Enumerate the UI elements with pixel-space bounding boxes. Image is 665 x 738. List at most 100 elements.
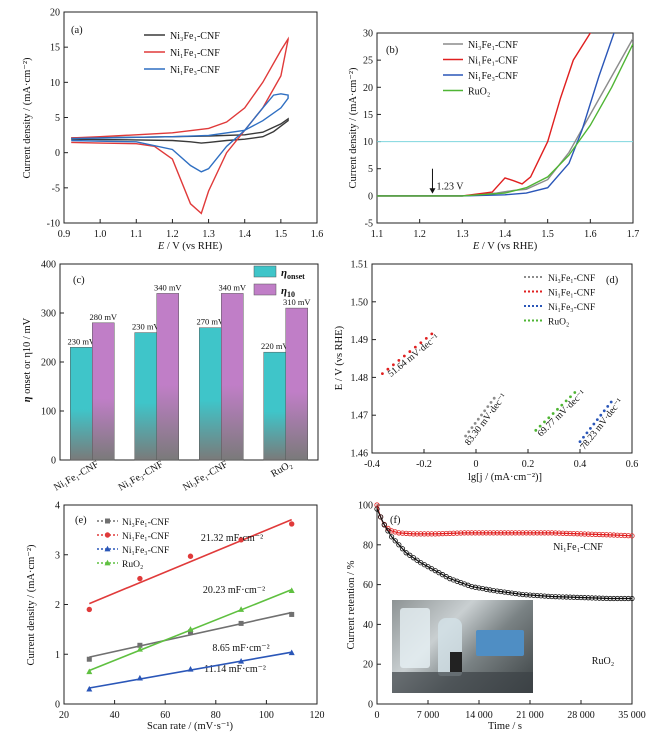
e-point — [187, 665, 194, 672]
c-bar-label: 310 mV — [283, 297, 311, 307]
d-point — [589, 427, 592, 430]
e-point — [86, 668, 93, 675]
e-point — [136, 674, 143, 681]
e-ytick-label: 3 — [55, 550, 60, 561]
c-bar — [199, 327, 222, 461]
f-point — [622, 532, 628, 539]
b-ytick-label: 5 — [368, 164, 373, 175]
f-point — [531, 592, 537, 598]
f-point — [556, 594, 562, 600]
e-legend-label: Ni₁Fe₁-CNF — [122, 532, 169, 542]
d-point — [381, 372, 384, 376]
f-point — [607, 595, 613, 602]
c-ylabel: η onset or η10 / mV — [22, 317, 33, 402]
d-point — [483, 409, 487, 413]
f-point — [418, 531, 424, 537]
f-series-line — [376, 504, 633, 537]
e-point — [238, 537, 244, 543]
c-bar-label: 340 mV — [218, 282, 246, 292]
d-xtick-label: 0.2 — [522, 459, 535, 470]
f-point — [501, 589, 508, 595]
f-point — [592, 595, 599, 601]
f-point — [567, 594, 573, 600]
e-slope-label: 21.32 mF·cm⁻² — [201, 533, 263, 544]
c-bar-label: 230 mV — [67, 336, 95, 346]
c-bar — [285, 307, 308, 461]
b-series-group — [377, 33, 633, 197]
f-point — [534, 530, 540, 536]
f-point — [410, 555, 417, 561]
plot-frame — [371, 263, 633, 454]
f-point — [574, 594, 580, 601]
f-xtick-label: 14 000 — [465, 710, 493, 721]
a-xtick-label: 1.1 — [130, 229, 143, 240]
a-series-line — [71, 36, 289, 215]
b-xtick-label: 1.1 — [371, 229, 384, 240]
d-point — [564, 399, 568, 403]
b-arrow-head — [429, 188, 436, 194]
d-xtick-label: -0.4 — [364, 459, 380, 470]
e-xtick-label: 120 — [310, 710, 325, 721]
f-point — [611, 595, 617, 602]
e-point — [288, 587, 295, 593]
d-point — [419, 341, 423, 345]
a-legend-label: Ni₃Fe₁-CNF — [170, 31, 220, 42]
d-xtick-label: 0 — [474, 459, 479, 470]
c-ytick-label: 300 — [41, 309, 56, 320]
e-fit-line — [89, 611, 292, 658]
e-xtick-label: 100 — [259, 710, 274, 721]
f-point — [472, 530, 478, 536]
f-point — [454, 530, 460, 536]
e-xtick-label: 40 — [110, 710, 120, 721]
a-series-line — [71, 93, 289, 173]
d-ytick-label: 1.47 — [351, 411, 369, 422]
f-point — [487, 530, 493, 536]
f-point — [476, 530, 482, 536]
f-point — [396, 542, 402, 548]
f-point — [447, 530, 453, 536]
e-point — [289, 521, 295, 527]
d-xtick-label: 0.4 — [574, 459, 587, 470]
f-point — [403, 550, 409, 556]
e-xlabel: Scan rate / (mV·s⁻¹) — [147, 721, 233, 732]
f-panel-label: (f) — [390, 515, 401, 526]
f-point — [374, 502, 380, 508]
b-ylabel: Current density / (mA·cm⁻²) — [348, 67, 359, 188]
f-point — [629, 533, 635, 539]
a-xtick-label: 1.3 — [202, 229, 215, 240]
f-point — [523, 592, 529, 598]
c-ytick-label: 0 — [51, 456, 56, 467]
e-point — [187, 626, 194, 632]
f-point — [410, 531, 417, 537]
f-point — [600, 532, 606, 538]
d-ytick-label: 1.49 — [351, 335, 369, 346]
f-point — [614, 595, 621, 602]
f-point — [523, 530, 529, 536]
e-legend-marker — [104, 545, 111, 552]
b-ytick-label: 30 — [363, 29, 373, 40]
f-point — [578, 531, 584, 537]
f-point — [458, 530, 464, 536]
d-ytick-label: 1.48 — [351, 373, 369, 384]
f-point — [512, 530, 519, 536]
d-point — [569, 395, 572, 399]
d-point — [585, 431, 589, 435]
f-point — [436, 531, 442, 537]
b-xtick-label: 1.6 — [584, 229, 597, 240]
a-ytick-label: 10 — [50, 78, 60, 89]
b-ytick-label: 25 — [363, 56, 373, 67]
f-point — [399, 546, 406, 552]
f-point — [520, 530, 526, 536]
d-point — [480, 413, 483, 417]
c-bar — [263, 351, 286, 461]
b-series-line — [377, 33, 592, 197]
d-xtick-label: 0.6 — [626, 459, 639, 470]
d-legend-label: RuO₂ — [548, 318, 569, 328]
f-point — [461, 530, 468, 536]
f-point — [388, 534, 395, 540]
f-point — [611, 532, 617, 538]
c-bar-label: 270 mV — [196, 317, 224, 327]
e-ytick-label: 0 — [55, 700, 60, 711]
e-ytick-label: 1 — [55, 650, 60, 661]
f-point — [600, 595, 606, 601]
